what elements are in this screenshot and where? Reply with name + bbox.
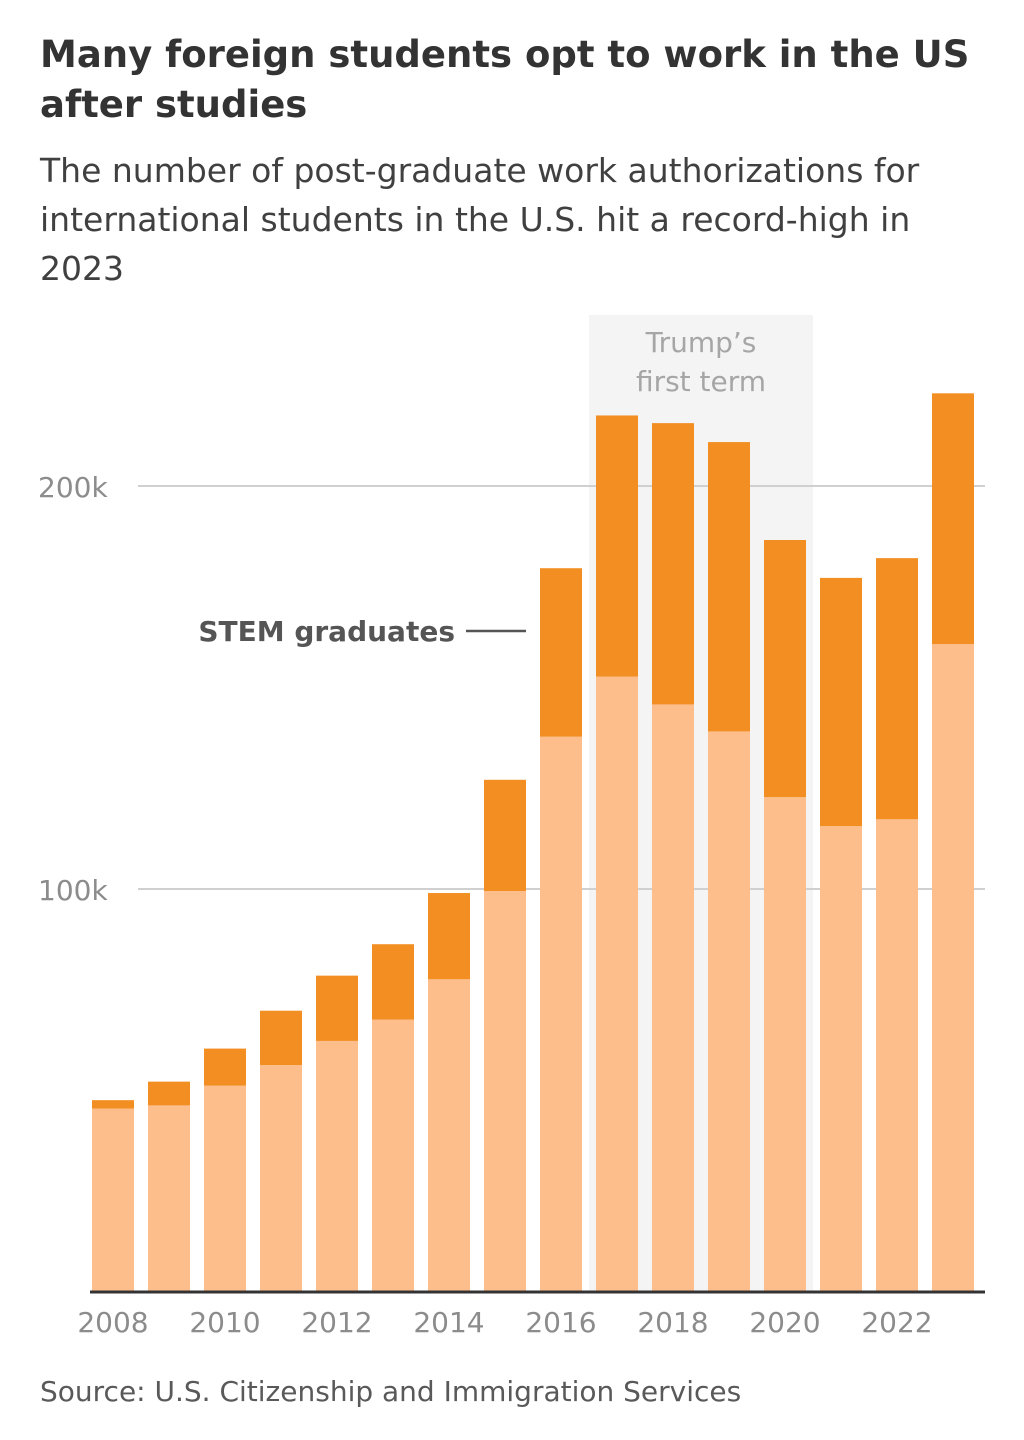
x-tick-label: 2016 — [525, 1306, 596, 1339]
bar-stem-2023 — [932, 393, 974, 644]
bar-base-2016 — [540, 736, 582, 1292]
bar-chart: Trump’s first term 100k 200k 2008 2010 2012 201… — [38, 315, 985, 1339]
chart-title: Many foreign students opt to work in the… — [40, 33, 970, 126]
bar-stem-2010 — [204, 1048, 246, 1086]
bar-base-2018 — [652, 704, 694, 1292]
x-tick-label: 2018 — [637, 1306, 708, 1339]
bar-base-2019 — [708, 731, 750, 1292]
bar-base-2020 — [764, 797, 806, 1292]
bar-stem-2008 — [92, 1100, 134, 1109]
bar-stem-2016 — [540, 568, 582, 737]
x-tick-label: 2022 — [861, 1306, 932, 1339]
bar-base-2011 — [260, 1065, 302, 1292]
bar-stem-2013 — [372, 944, 414, 1020]
source-note: Source: U.S. Citizenship and Immigration… — [40, 1375, 742, 1408]
chart-subtitle: The number of post-graduate work authori… — [40, 151, 920, 288]
bar-base-2022 — [876, 819, 918, 1292]
x-tick-label: 2008 — [77, 1306, 148, 1339]
series-label-stem: STEM graduates — [198, 615, 455, 648]
bar-stem-2017 — [596, 415, 638, 677]
bar-base-2023 — [932, 643, 974, 1292]
x-tick-label: 2020 — [749, 1306, 820, 1339]
bar-base-2008 — [92, 1108, 134, 1292]
bar-stem-2019 — [708, 442, 750, 732]
bar-stem-2011 — [260, 1010, 302, 1066]
bar-base-2017 — [596, 676, 638, 1292]
bar-stem-2020 — [764, 540, 806, 798]
term-annotation-label: first term — [636, 365, 766, 398]
term-annotation-label: Trump’s — [645, 326, 757, 359]
bar-base-2009 — [148, 1105, 190, 1292]
bar-base-2021 — [820, 826, 862, 1292]
bar-base-2013 — [372, 1019, 414, 1292]
bar-base-2010 — [204, 1085, 246, 1292]
bar-stem-2018 — [652, 423, 694, 705]
bar-stem-2015 — [484, 779, 526, 892]
bar-stem-2021 — [820, 577, 862, 827]
bar-stem-2022 — [876, 558, 918, 820]
x-tick-label: 2010 — [189, 1306, 260, 1339]
bar-base-2012 — [316, 1040, 358, 1292]
bar-base-2015 — [484, 891, 526, 1292]
y-tick-label: 100k — [38, 874, 108, 907]
bar-stem-2014 — [428, 893, 470, 980]
bar-stem-2009 — [148, 1081, 190, 1106]
x-tick-label: 2014 — [413, 1306, 484, 1339]
bar-stem-2012 — [316, 975, 358, 1041]
x-tick-label: 2012 — [301, 1306, 372, 1339]
y-tick-label: 200k — [38, 471, 108, 504]
bar-base-2014 — [428, 979, 470, 1292]
